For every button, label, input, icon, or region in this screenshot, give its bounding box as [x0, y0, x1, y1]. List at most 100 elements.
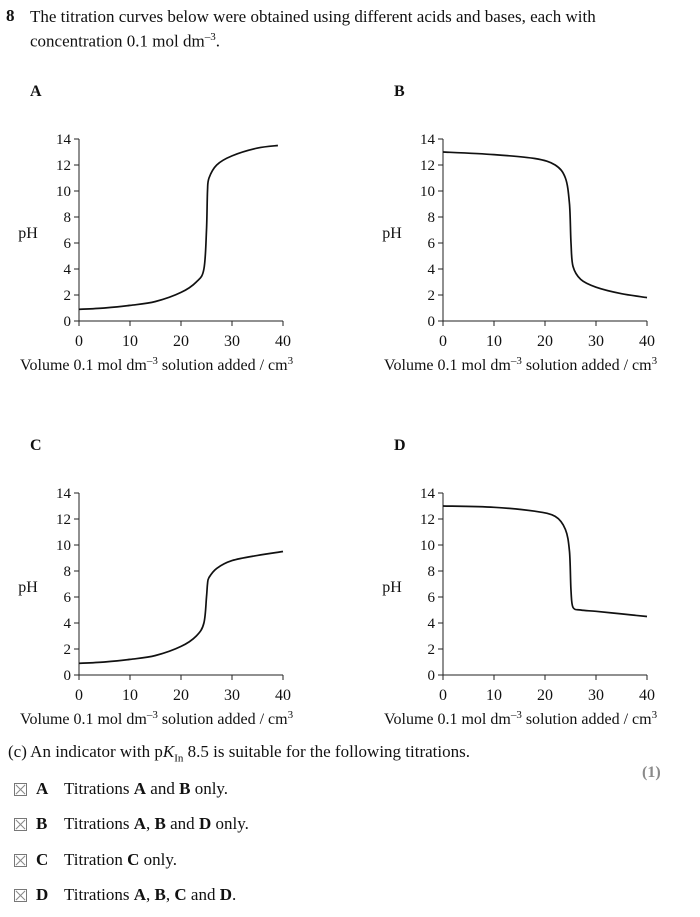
option-text-part: Titrations: [64, 779, 134, 798]
titration-curve: [442, 505, 648, 618]
option-checkbox[interactable]: [14, 782, 27, 796]
option-letter: B: [36, 814, 48, 833]
y-tick-label: 2: [64, 642, 72, 658]
y-tick-label: 0: [64, 314, 72, 330]
x-tick-label: 30: [588, 333, 604, 350]
option-text-part: ,: [146, 814, 155, 833]
y-tick-label: 4: [428, 616, 436, 632]
y-tick-label: 14: [56, 132, 72, 148]
x-axis-label-text: solution added / cm: [158, 711, 288, 728]
y-tick-label: 14: [56, 486, 72, 502]
x-axis-label-sup: 3: [652, 709, 658, 721]
option-text-bold: B: [179, 779, 191, 798]
x-tick-label: 0: [75, 687, 83, 704]
x-axis-label: Volume 0.1 mol dm–3 solution added / cm3: [384, 709, 658, 728]
stem-superscript: –3: [204, 31, 216, 43]
stem-line-1: The titration curves below were obtained…: [30, 7, 596, 26]
stem-line-2-text: concentration 0.1 mol dm: [30, 31, 205, 51]
y-tick-label: 0: [428, 668, 436, 684]
option-text-bold: A: [133, 814, 147, 833]
chart-svg: 0 2 4 6 8 10 12 14 0 10 20 30 40 pH Volume 0.1 mol dm–…: [382, 132, 658, 374]
option-b[interactable]: B Titrations A, B and D only.: [14, 814, 249, 834]
pk-k: K: [162, 742, 175, 761]
x-axis-label: Volume 0.1 mol dm–3 solution added / cm3: [20, 355, 294, 374]
option-a[interactable]: A Titrations A and B only.: [14, 779, 228, 799]
x-tick-label: 20: [537, 687, 553, 704]
option-d[interactable]: D Titrations A, B, C and D.: [14, 885, 236, 905]
y-tick-label: 6: [64, 590, 72, 606]
option-text-part: and: [186, 885, 220, 904]
y-tick-label: 4: [64, 262, 72, 278]
y-tick-label: 14: [420, 486, 436, 502]
y-tick-label: 6: [64, 236, 72, 252]
option-checkbox[interactable]: [14, 888, 27, 902]
option-text-part: only.: [211, 814, 249, 833]
x-axis-label: Volume 0.1 mol dm–3 solution added / cm3: [20, 709, 294, 728]
option-text-part: Titrations: [64, 814, 134, 833]
y-tick-label: 0: [64, 668, 72, 684]
pk-subscript: In: [174, 752, 184, 765]
option-text-bold: A: [133, 779, 147, 798]
x-axis-label-text: Volume 0.1 mol dm: [384, 711, 511, 728]
titration-chart-a: A 0 2 4 6 8 10 12 14 0 10 20 30 40 pH Volume 0.1 mol dm…: [0, 80, 340, 380]
y-tick-label: 8: [64, 564, 72, 580]
y-tick-label: 2: [428, 642, 436, 658]
panel-label: B: [394, 83, 405, 100]
part-c-text-end: 8.5 is suitable for the following titrat…: [183, 742, 470, 761]
y-tick-label: 2: [428, 288, 436, 304]
option-text: Titrations A, B and D only.: [64, 814, 249, 834]
option-text-part: .: [232, 885, 237, 904]
x-axis-label: Volume 0.1 mol dm–3 solution added / cm3: [384, 355, 658, 374]
part-c-question: (c) An indicator with pKIn 8.5 is suitab…: [8, 742, 470, 764]
x-tick-label: 40: [275, 687, 291, 704]
y-tick-label: 8: [428, 210, 436, 226]
option-checkbox[interactable]: [14, 817, 27, 831]
x-tick-label: 40: [639, 687, 655, 704]
option-text-bold: D: [198, 814, 212, 833]
titration-curve: [78, 144, 278, 311]
y-tick-label: 2: [64, 288, 72, 304]
x-tick-label: 40: [639, 333, 655, 350]
question-number: 8: [6, 6, 15, 25]
y-axis-label: pH: [382, 579, 402, 596]
titration-chart-b: B 0 2 4 6 8 10 12 14 0 10 20 30 40 pH Volume 0.1 mol dm…: [364, 80, 700, 380]
option-text: Titration C only.: [64, 850, 177, 870]
x-tick-label: 0: [439, 687, 447, 704]
option-text-part: Titrations: [64, 885, 134, 904]
option-text-bold: C: [127, 850, 140, 869]
y-tick-label: 10: [56, 538, 71, 554]
option-text-bold: B: [154, 814, 166, 833]
y-tick-label: 10: [56, 184, 71, 200]
panel-label: A: [30, 83, 42, 100]
stem-line-2: concentration 0.1 mol dm–3.: [30, 27, 690, 52]
x-tick-label: 10: [486, 333, 502, 350]
x-tick-label: 10: [122, 687, 138, 704]
y-tick-label: 4: [428, 262, 436, 278]
option-checkbox[interactable]: [14, 853, 27, 867]
option-text-part: and: [165, 814, 199, 833]
option-text-part: only.: [190, 779, 229, 798]
y-axis-label: pH: [18, 225, 38, 242]
option-c[interactable]: C Titration C only.: [14, 850, 177, 870]
x-tick-label: 0: [439, 333, 447, 350]
x-tick-label: 10: [486, 687, 502, 704]
x-axis-label-sup: –3: [146, 709, 159, 721]
option-text-bold: D: [219, 885, 232, 904]
titration-curve: [442, 151, 648, 299]
x-tick-label: 30: [588, 687, 604, 704]
option-text-part: ,: [165, 885, 175, 904]
x-axis-label-text: Volume 0.1 mol dm: [20, 711, 147, 728]
x-axis-label-sup: 3: [288, 355, 294, 367]
y-tick-label: 12: [56, 512, 71, 528]
option-letter: A: [36, 779, 49, 798]
x-axis-label-sup: –3: [510, 709, 523, 721]
y-axis-label: pH: [18, 579, 38, 596]
chart-svg: 0 2 4 6 8 10 12 14 0 10 20 30 40 pH Volume 0.1 mol dm–…: [382, 486, 658, 728]
y-tick-label: 8: [428, 564, 436, 580]
titration-chart-c: C 0 2 4 6 8 10 12 14 0 10 20 30 40 pH Volume 0.1 mol dm…: [0, 434, 340, 734]
chart-svg: 0 2 4 6 8 10 12 14 0 10 20 30 40 pH Volume 0.1 mol dm–…: [18, 486, 294, 728]
y-tick-label: 6: [428, 590, 436, 606]
x-axis-label-text: solution added / cm: [158, 357, 288, 374]
titration-chart-d: D 0 2 4 6 8 10 12 14 0 10 20 30 40 pH Volume 0.1 mol dm…: [364, 434, 700, 734]
option-text-part: and: [146, 779, 180, 798]
